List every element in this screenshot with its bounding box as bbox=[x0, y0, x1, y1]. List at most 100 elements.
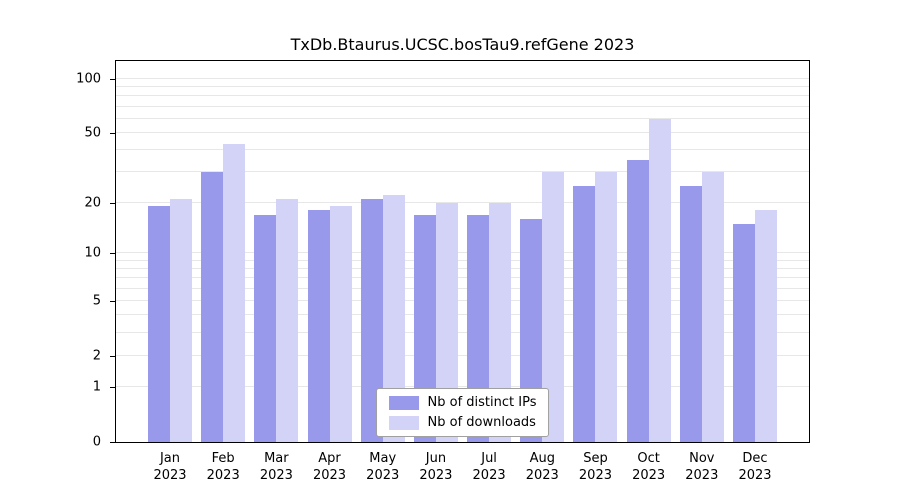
x-tick-year: 2023 bbox=[366, 468, 400, 483]
x-tick-label-dec: Dec 2023 bbox=[726, 450, 784, 484]
bar-distinct-ips-jul bbox=[467, 214, 490, 442]
gridline bbox=[116, 314, 809, 316]
gridline bbox=[116, 252, 809, 254]
bar-downloads-nov bbox=[701, 171, 724, 442]
x-tick-label-may: May 2023 bbox=[354, 450, 412, 484]
bar-downloads-jan bbox=[170, 198, 192, 442]
gridline bbox=[116, 268, 809, 270]
x-tick-month: Jul bbox=[481, 451, 497, 466]
x-tick-month: Dec bbox=[742, 451, 768, 466]
y-tick-label-5: 5 bbox=[92, 293, 101, 309]
bar-downloads-feb bbox=[223, 144, 246, 442]
legend-label-distinct-ips: Nb of distinct IPs bbox=[427, 395, 537, 410]
y-tick-mark bbox=[110, 387, 115, 389]
legend-swatch-downloads bbox=[388, 415, 419, 430]
x-tick-year: 2023 bbox=[738, 468, 772, 483]
chart-title: TxDb.Btaurus.UCSC.bosTau9.refGene 2023 bbox=[290, 35, 635, 54]
bar-distinct-ips-apr bbox=[307, 210, 330, 442]
bar-downloads-oct bbox=[648, 118, 671, 442]
x-tick-label-apr: Apr 2023 bbox=[301, 450, 359, 484]
bar-downloads-sep bbox=[595, 171, 618, 442]
y-tick-label-100: 100 bbox=[76, 71, 101, 87]
bar-distinct-ips-may bbox=[360, 198, 383, 442]
x-tick-year: 2023 bbox=[472, 468, 506, 483]
bar-distinct-ips-jun bbox=[413, 214, 436, 442]
y-tick-label-0: 0 bbox=[92, 434, 101, 450]
gridline bbox=[116, 331, 809, 333]
bar-downloads-jul bbox=[489, 202, 512, 442]
bar-downloads-aug bbox=[542, 171, 565, 442]
legend-label-downloads: Nb of downloads bbox=[427, 415, 536, 430]
y-tick-mark bbox=[110, 202, 115, 204]
bar-downloads-jun bbox=[435, 202, 458, 442]
x-tick-month: May bbox=[369, 451, 397, 466]
bar-downloads-apr bbox=[329, 206, 352, 442]
x-tick-month: Feb bbox=[211, 451, 235, 466]
x-tick-month: Nov bbox=[689, 451, 715, 466]
gridline bbox=[116, 201, 809, 203]
x-tick-year: 2023 bbox=[525, 468, 559, 483]
gridline bbox=[116, 277, 809, 279]
bar-downloads-may bbox=[382, 195, 405, 442]
x-tick-year: 2023 bbox=[206, 468, 240, 483]
legend-swatch-distinct-ips bbox=[388, 395, 419, 410]
bar-distinct-ips-oct bbox=[626, 160, 649, 442]
plot-area: Nb of distinct IPs Nb of downloads bbox=[115, 60, 810, 443]
y-tick-mark bbox=[110, 79, 115, 81]
gridline bbox=[116, 148, 809, 150]
y-tick-label-20: 20 bbox=[84, 195, 101, 211]
gridline bbox=[116, 131, 809, 133]
gridline bbox=[116, 105, 809, 107]
x-tick-label-oct: Oct 2023 bbox=[620, 450, 678, 484]
x-tick-year: 2023 bbox=[153, 468, 187, 483]
x-tick-month: Oct bbox=[637, 451, 660, 466]
y-tick-mark bbox=[110, 253, 115, 255]
x-tick-label-jun: Jun 2023 bbox=[407, 450, 465, 484]
x-tick-label-jan: Jan 2023 bbox=[141, 450, 199, 484]
gridline bbox=[116, 259, 809, 261]
x-axis: Jan 2023 Feb 2023 Mar 2023 Apr 2023 May 2023 Jun 20… bbox=[115, 450, 810, 490]
bar-downloads-dec bbox=[755, 210, 777, 442]
gridline bbox=[116, 78, 809, 80]
y-axis: 0 1 2 5 10 20 50 100 bbox=[45, 60, 115, 450]
x-tick-year: 2023 bbox=[312, 468, 347, 483]
y-tick-mark bbox=[110, 132, 115, 134]
x-tick-year: 2023 bbox=[419, 468, 453, 483]
x-tick-year: 2023 bbox=[259, 468, 293, 483]
x-tick-label-aug: Aug 2023 bbox=[513, 450, 571, 484]
x-tick-year: 2023 bbox=[578, 468, 612, 483]
y-tick-mark bbox=[110, 442, 115, 443]
bar-distinct-ips-jan bbox=[148, 206, 170, 442]
y-tick-label-10: 10 bbox=[84, 245, 101, 261]
gridline bbox=[116, 170, 809, 172]
gridline bbox=[116, 287, 809, 289]
bar-distinct-ips-nov bbox=[679, 185, 702, 442]
x-tick-year: 2023 bbox=[685, 468, 719, 483]
gridline bbox=[116, 354, 809, 356]
bar-distinct-ips-mar bbox=[254, 214, 277, 442]
legend-entry-distinct-ips: Nb of distinct IPs bbox=[388, 395, 537, 410]
bar-distinct-ips-feb bbox=[201, 171, 224, 442]
legend-entry-downloads: Nb of downloads bbox=[388, 415, 537, 430]
x-tick-label-jul: Jul 2023 bbox=[460, 450, 518, 484]
bar-distinct-ips-dec bbox=[733, 223, 755, 442]
gridline bbox=[116, 95, 809, 97]
legend: Nb of distinct IPs Nb of downloads bbox=[375, 388, 550, 437]
y-tick-label-2: 2 bbox=[92, 348, 101, 364]
x-tick-year: 2023 bbox=[632, 468, 666, 483]
gridline bbox=[116, 86, 809, 88]
x-tick-label-mar: Mar 2023 bbox=[247, 450, 305, 484]
y-tick-mark bbox=[110, 355, 115, 357]
x-tick-month: Jun bbox=[425, 451, 447, 466]
y-tick-mark bbox=[110, 301, 115, 303]
x-tick-month: Aug bbox=[529, 451, 555, 466]
bar-downloads-mar bbox=[276, 198, 299, 442]
bar-distinct-ips-sep bbox=[573, 185, 596, 442]
y-tick-label-50: 50 bbox=[84, 125, 101, 141]
gridline bbox=[116, 386, 809, 388]
x-tick-month: Sep bbox=[583, 451, 608, 466]
bar-distinct-ips-aug bbox=[520, 219, 543, 442]
gridline bbox=[116, 300, 809, 302]
y-tick-label-1: 1 bbox=[92, 379, 101, 395]
